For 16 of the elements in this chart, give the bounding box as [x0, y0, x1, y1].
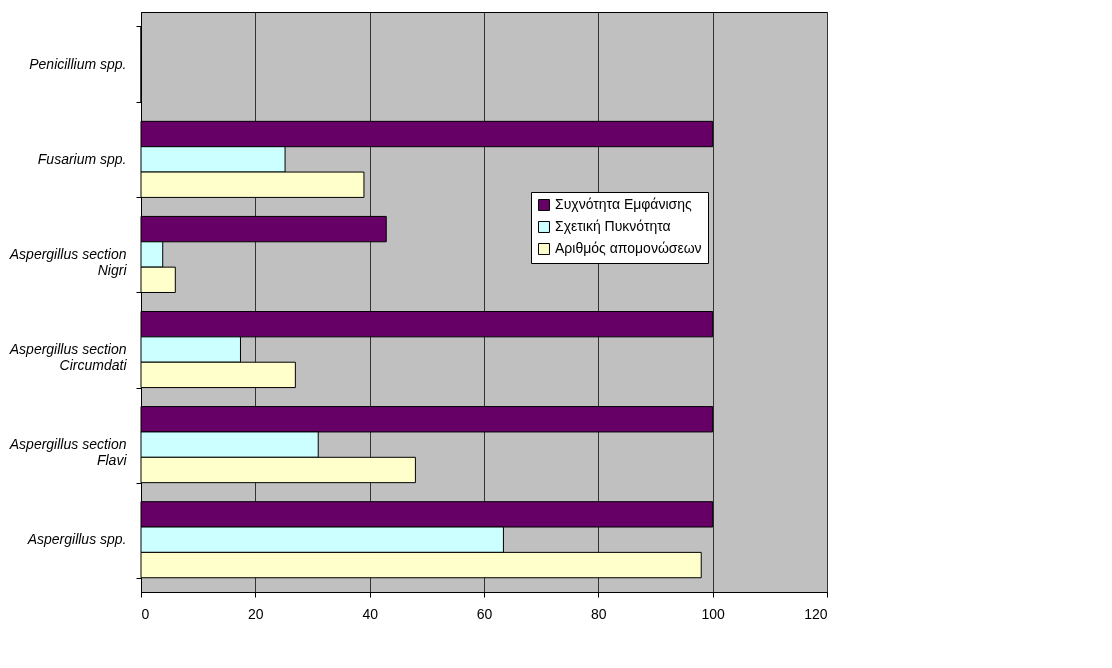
y-tick-label: Fusarium spp. — [37, 150, 127, 167]
y-tick-label: Aspergillus spp. — [26, 531, 127, 548]
y-tick-label: Aspergillus section Flavi — [8, 436, 128, 469]
x-tick-label: 100 — [701, 605, 726, 622]
y-tick-label: Aspergillus section Circumdati — [8, 341, 128, 374]
x-tick-label: 60 — [476, 605, 493, 622]
x-tick-label: 20 — [248, 605, 264, 622]
x-tick-label: 40 — [362, 605, 379, 622]
x-tick-label: 0 — [141, 605, 150, 622]
legend-label: Σχετική Πυκνότητα — [555, 218, 671, 234]
legend-label: Αριθμός απομονώσεων — [555, 240, 702, 256]
x-tick-label: 80 — [591, 605, 607, 622]
y-tick-label: Aspergillus section Nigri — [8, 245, 128, 278]
legend-label: Συχνότητα Εμφάνισης — [555, 196, 692, 212]
x-tick-label: 120 — [804, 605, 828, 622]
y-tick-label: Penicillium spp. — [29, 55, 127, 72]
